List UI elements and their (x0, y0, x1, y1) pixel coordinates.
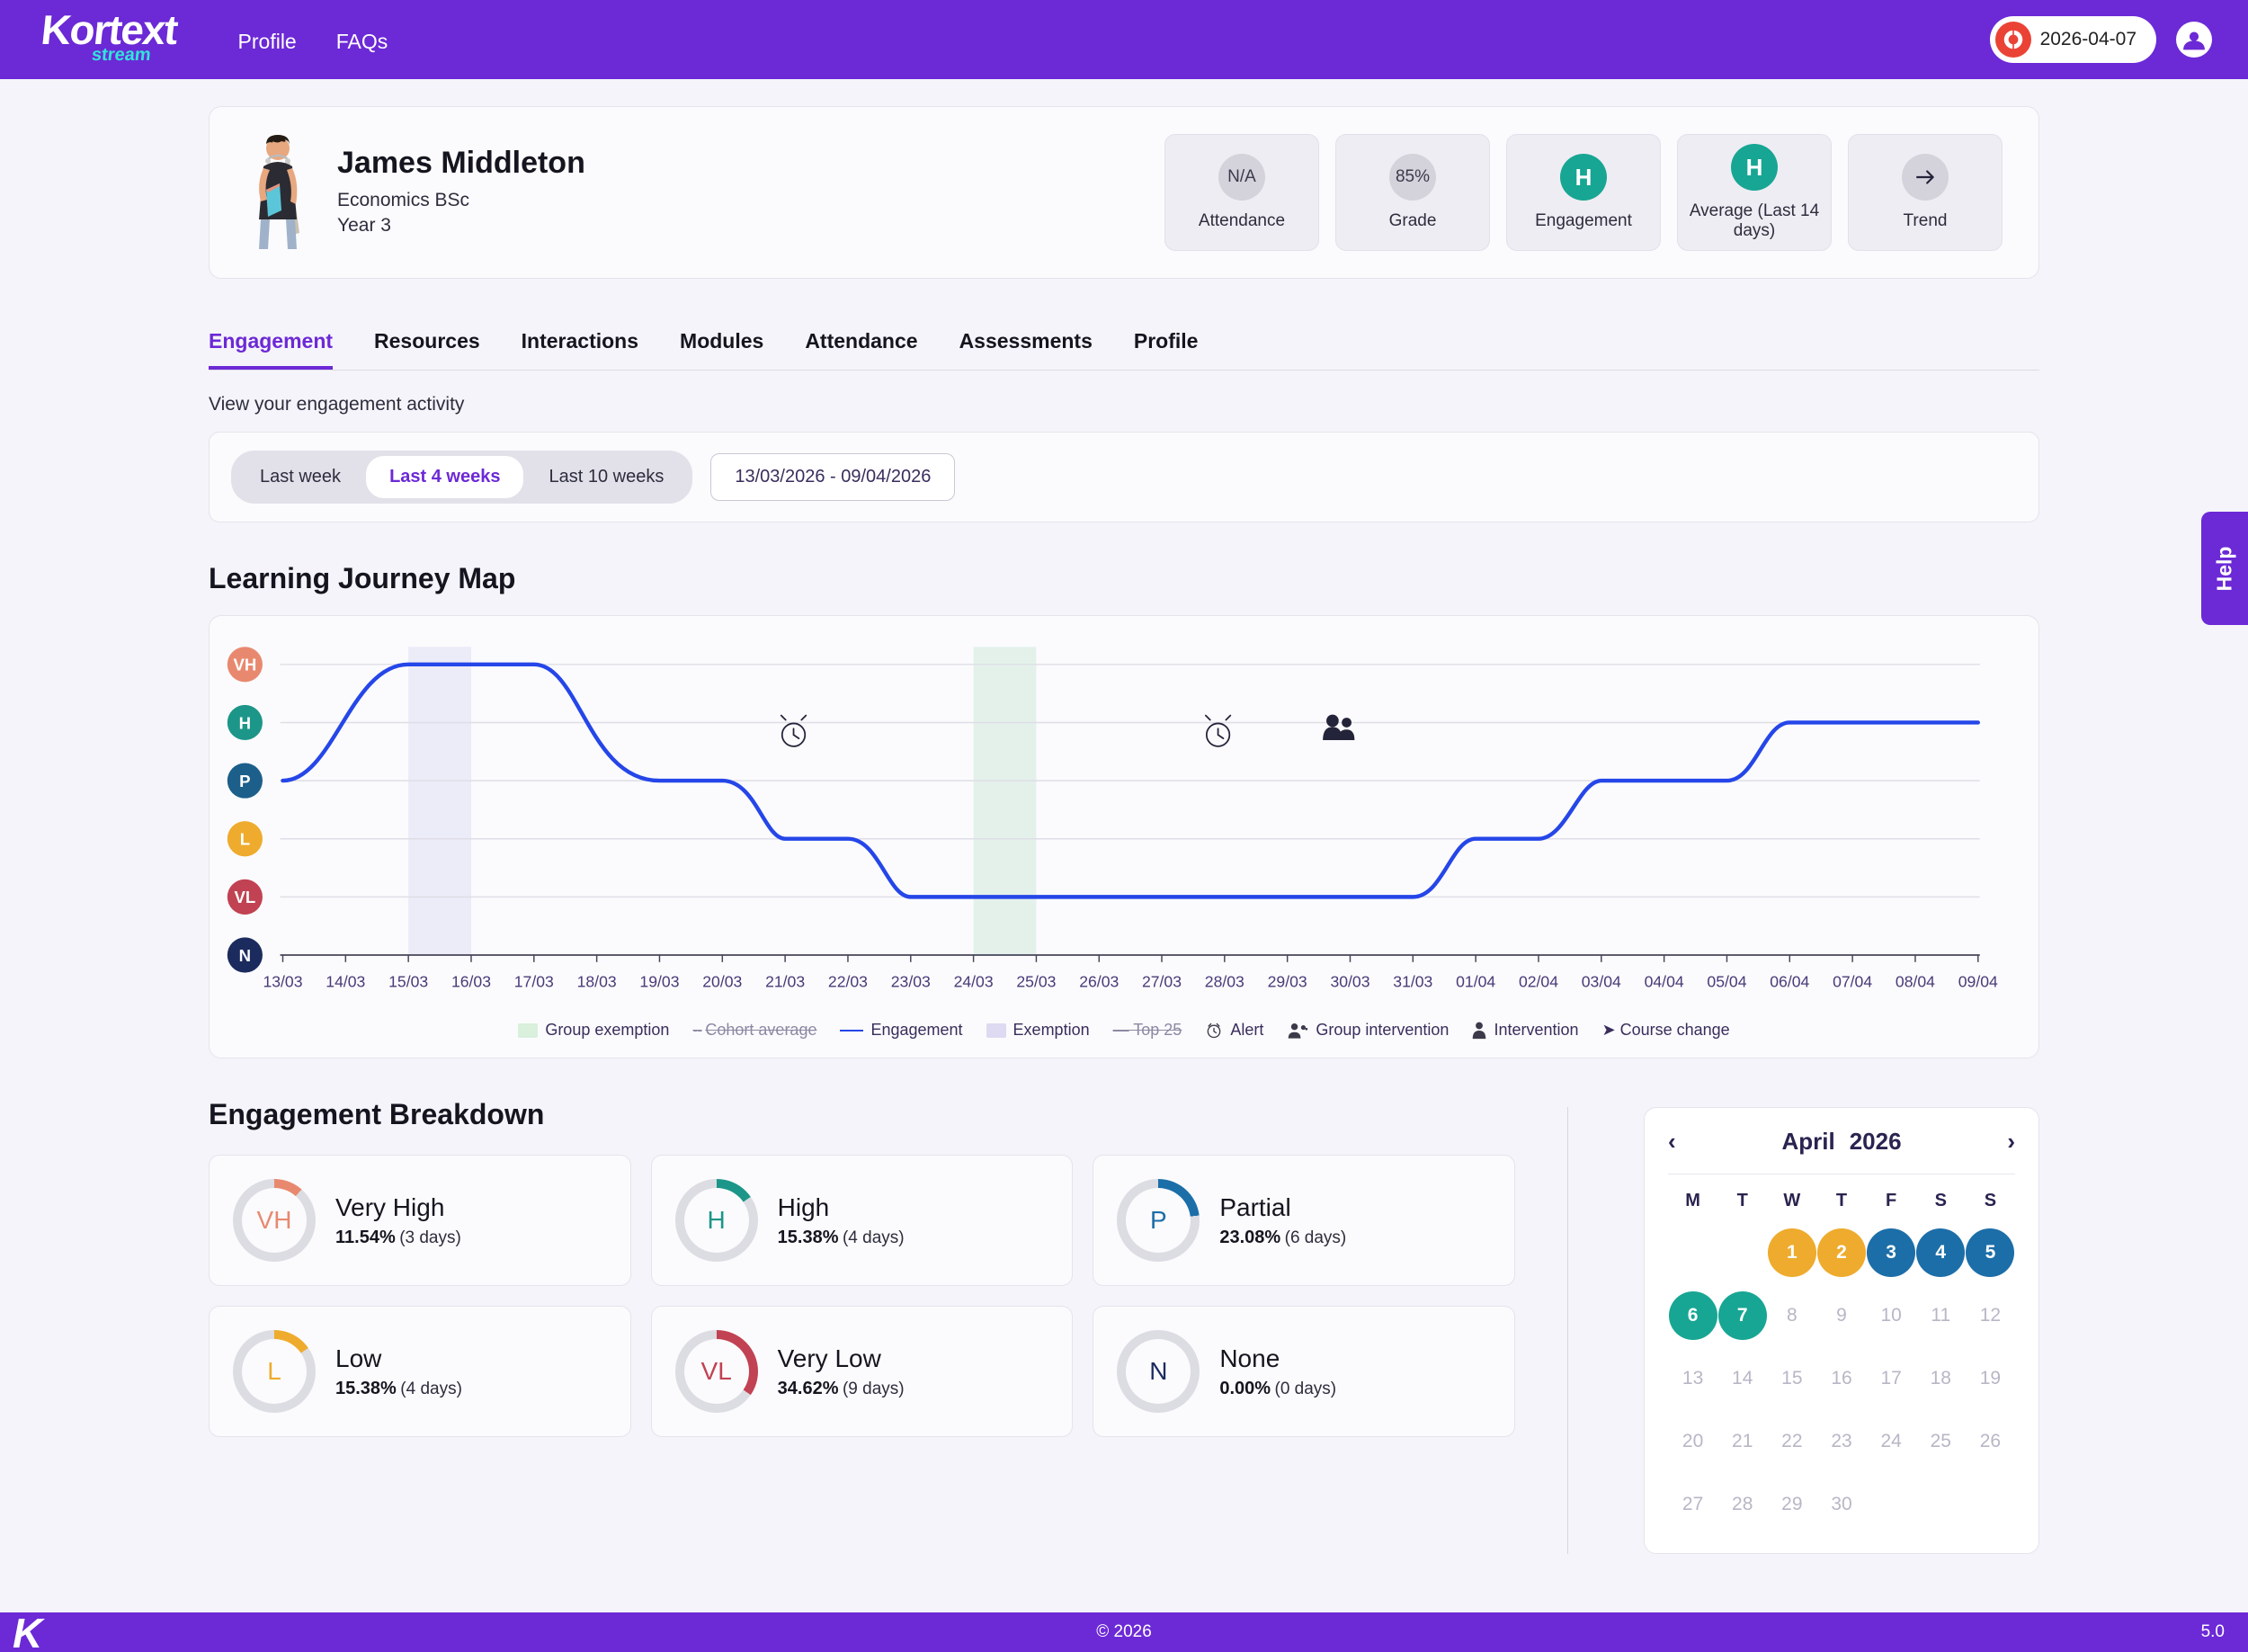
svg-text:05/04: 05/04 (1707, 972, 1746, 990)
svg-text:08/04: 08/04 (1896, 972, 1935, 990)
svg-text:H: H (239, 713, 251, 732)
svg-text:P: P (239, 772, 250, 790)
svg-text:07/04: 07/04 (1833, 972, 1872, 990)
svg-text:26/03: 26/03 (1079, 972, 1119, 990)
svg-text:04/04: 04/04 (1645, 972, 1684, 990)
svg-text:VL: VL (234, 888, 255, 906)
svg-text:17/03: 17/03 (514, 972, 554, 990)
svg-text:06/04: 06/04 (1770, 972, 1809, 990)
svg-text:03/04: 03/04 (1582, 972, 1621, 990)
svg-text:VH: VH (233, 656, 256, 674)
svg-text:01/04: 01/04 (1456, 972, 1495, 990)
svg-text:14/03: 14/03 (326, 972, 365, 990)
svg-text:30/03: 30/03 (1330, 972, 1369, 990)
svg-text:18/03: 18/03 (577, 972, 617, 990)
svg-text:15/03: 15/03 (388, 972, 428, 990)
svg-text:09/04: 09/04 (1958, 972, 1998, 990)
svg-text:29/03: 29/03 (1268, 972, 1307, 990)
svg-text:25/03: 25/03 (1016, 972, 1056, 990)
svg-text:20/03: 20/03 (702, 972, 742, 990)
svg-text:23/03: 23/03 (891, 972, 931, 990)
svg-text:24/03: 24/03 (954, 972, 994, 990)
svg-text:N: N (239, 946, 251, 965)
svg-text:16/03: 16/03 (451, 972, 491, 990)
svg-text:28/03: 28/03 (1205, 972, 1244, 990)
svg-text:22/03: 22/03 (828, 972, 868, 990)
svg-text:19/03: 19/03 (639, 972, 679, 990)
svg-text:27/03: 27/03 (1142, 972, 1182, 990)
svg-text:13/03: 13/03 (263, 972, 302, 990)
svg-text:L: L (240, 830, 250, 849)
svg-text:21/03: 21/03 (765, 972, 805, 990)
svg-text:02/04: 02/04 (1519, 972, 1558, 990)
svg-text:31/03: 31/03 (1393, 972, 1432, 990)
